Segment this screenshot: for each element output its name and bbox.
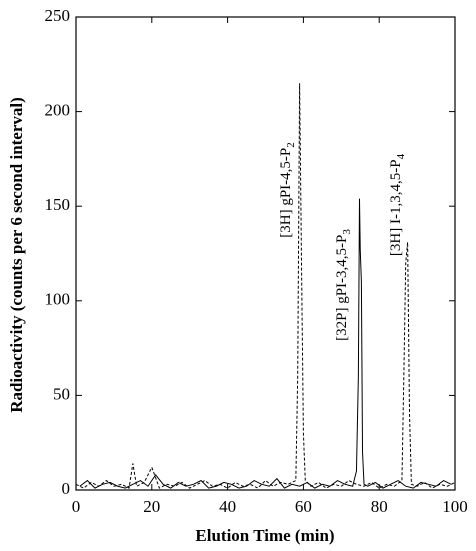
x-tick-label: 60 <box>295 497 312 516</box>
annotation: [3H] gPI-4,5-P2 <box>278 142 297 238</box>
x-axis-title: Elution Time (min) <box>195 526 334 545</box>
annotation-subscript: 3 <box>341 229 353 235</box>
y-tick-label: 150 <box>45 195 71 214</box>
plot-frame <box>75 16 456 491</box>
y-tick-label: 100 <box>45 290 71 309</box>
x-tick-label: 20 <box>143 497 160 516</box>
y-axis-title: Radioactivity (counts per 6 second inter… <box>7 97 26 413</box>
annotation-text: [3H] I-1,3,4,5-P <box>388 159 404 256</box>
y-tick-label: 200 <box>45 101 71 120</box>
x-tick-label: 0 <box>72 497 81 516</box>
x-tick-label: 80 <box>371 497 388 516</box>
series-line <box>75 83 456 489</box>
annotation: [32P] gPI-3,4,5-P3 <box>334 229 353 341</box>
annotation-subscript: 2 <box>285 142 297 148</box>
annotation-subscript: 4 <box>395 153 407 159</box>
x-tick-label: 40 <box>219 497 236 516</box>
annotation-text: [3H] gPI-4,5-P <box>278 148 294 238</box>
y-tick-label: 250 <box>45 6 71 25</box>
series-line <box>79 198 452 489</box>
y-tick-label: 50 <box>53 384 70 403</box>
x-tick-label: 100 <box>442 497 468 516</box>
annotation-text: [32P] gPI-3,4,5-P <box>334 235 350 341</box>
y-tick-label: 0 <box>62 479 71 498</box>
annotation: [3H] I-1,3,4,5-P4 <box>388 153 407 256</box>
